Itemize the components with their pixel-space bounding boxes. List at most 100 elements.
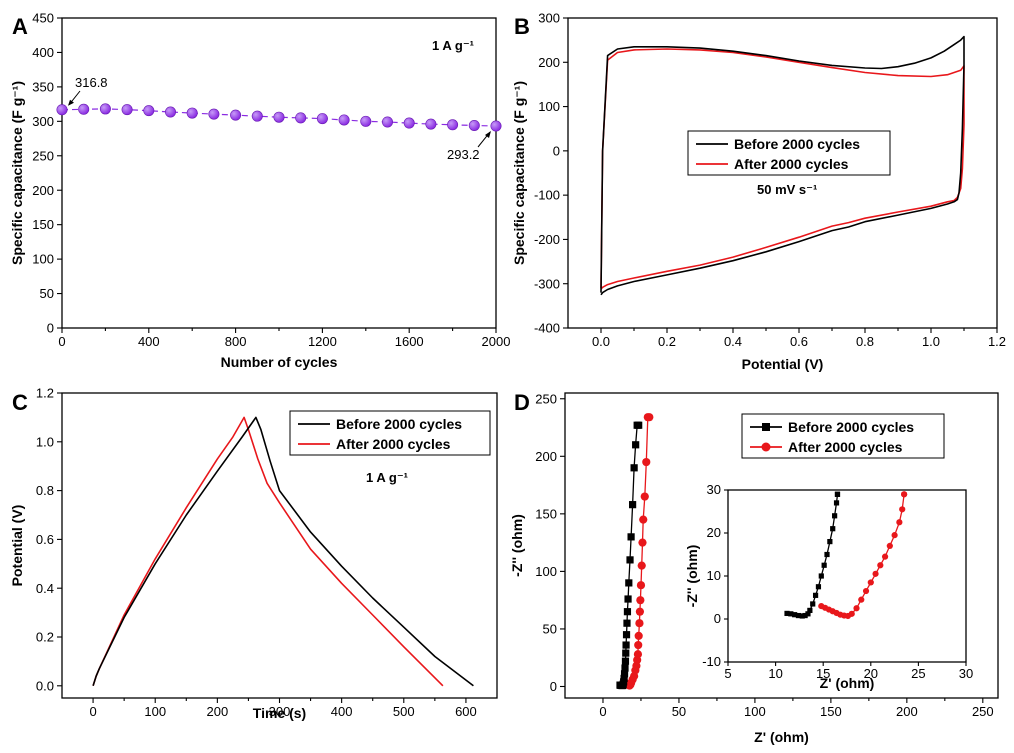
x-axis-label-C: Time (s): [253, 705, 306, 721]
nyquist-before-point: [632, 441, 640, 449]
annotation-current-density: 1 A g⁻¹: [366, 470, 408, 485]
x-tick-label-D: 150: [820, 704, 842, 719]
panel-B: 0.0 0.2 0.4 0.6 0.8 1.0 1.2 -400 -300 -200 -100 0 10…: [511, 11, 1006, 372]
y-tick-label-D: 0: [550, 679, 557, 694]
x-tick-label-D: 0: [599, 704, 606, 719]
inset-x-tick-label: 30: [959, 666, 973, 681]
data-point: [316, 113, 328, 125]
inset-before-point: [802, 612, 808, 619]
annotation-scan-rate: 50 mV s⁻¹: [757, 182, 817, 197]
legend-entry: After 2000 cycles: [336, 436, 451, 452]
y-tick-label-B: 100: [538, 99, 560, 114]
legend-entry: Before 2000 cycles: [336, 416, 462, 432]
nyquist-before-point: [627, 533, 635, 541]
y-tick-label-B: -300: [534, 276, 560, 291]
legend-entry: Before 2000 cycles: [788, 419, 914, 435]
nyquist-before-point: [623, 608, 632, 616]
axes-frame-D: [564, 392, 999, 699]
x-tick-label-A: 800: [225, 334, 247, 349]
legend-marker: [762, 423, 770, 431]
y-tick-label-A: 450: [32, 11, 54, 26]
data-point: [360, 115, 372, 127]
inset-before-point: [812, 592, 819, 598]
capacitance-line: [61, 108, 497, 127]
inset-before-point: [834, 491, 841, 497]
inset-after-point: [877, 562, 884, 569]
nyquist-before-point: [622, 649, 630, 657]
x-tick-label-D: 250: [972, 704, 994, 719]
inset-before-point: [807, 607, 813, 613]
inset-before-point: [824, 551, 830, 558]
x-tick-label-C: 300: [269, 704, 291, 719]
axes-frame-A: [61, 17, 497, 329]
arrow-head-initial: [68, 99, 74, 106]
x-tick-label-B: 1.0: [922, 334, 940, 349]
inset-after-point: [896, 519, 903, 526]
nyquist-before-point: [625, 579, 633, 587]
label-initial-value: 316.8: [75, 75, 108, 90]
inset-after-point: [886, 542, 893, 550]
nyquist-before-point: [620, 674, 628, 683]
inset-x-axis-label: Z' (ohm): [820, 675, 875, 691]
y-tick-label-D: 150: [535, 506, 557, 521]
data-point: [230, 109, 242, 121]
panel-A: 0 400 800 1200 1600 2000 0 50 100 150 200 250 300 350…: [9, 11, 510, 370]
legend-marker: [761, 442, 771, 452]
y-tick-label-D: 50: [543, 621, 557, 636]
y-tick-label-C: 1.2: [36, 386, 54, 401]
inset-x-tick-label: 20: [864, 666, 878, 681]
x-tick-label-C: 200: [207, 704, 229, 719]
inset-before-point: [795, 612, 802, 619]
inset-before-point: [784, 610, 790, 617]
x-tick-label-C: 500: [393, 704, 415, 719]
inset-before-point: [792, 612, 798, 618]
inset-after-point: [862, 587, 870, 595]
x-tick-label-A: 400: [138, 334, 160, 349]
y-tick-label-B: -200: [534, 232, 560, 247]
data-point: [251, 110, 263, 122]
inset-before-point: [810, 601, 816, 607]
data-point: [490, 120, 502, 132]
inset-y-tick-label: 20: [707, 525, 721, 540]
y-axis-label-B: Specific capacitance (F g⁻¹): [511, 81, 527, 265]
x-tick-label-C: 0: [89, 704, 96, 719]
data-point: [143, 105, 155, 117]
nyquist-after-point: [638, 538, 647, 547]
data-point: [208, 108, 220, 120]
inset-x-tick-label: 15: [816, 666, 830, 681]
y-tick-label-D: 250: [535, 391, 557, 406]
legend-box: [741, 413, 945, 459]
x-tick-label-A: 1200: [308, 334, 337, 349]
inset-before-point: [827, 539, 833, 545]
x-tick-label-A: 1600: [395, 334, 424, 349]
data-point: [99, 103, 111, 115]
y-tick-label-C: 0.0: [36, 678, 54, 693]
x-axis-label-A: Number of cycles: [221, 354, 338, 370]
inset-after-point: [872, 570, 879, 577]
y-tick-label-D: 200: [535, 449, 557, 464]
inset-before-point: [815, 584, 822, 590]
y-tick-label-B: 0: [553, 143, 560, 158]
inset-y-axis-label: -Z'' (ohm): [684, 545, 700, 608]
inset-after-point: [901, 491, 908, 498]
data-point: [403, 117, 415, 129]
data-point: [78, 103, 90, 115]
inset-after-point: [848, 610, 855, 617]
inset-before-point: [832, 513, 838, 519]
nyquist-before-point: [621, 664, 629, 672]
inset-before-point: [833, 500, 840, 506]
y-tick-label-B: 300: [538, 11, 560, 26]
panel-label-A: A: [12, 14, 28, 39]
label-final-value: 293.2: [447, 147, 480, 162]
inset-after-point: [891, 532, 898, 539]
y-tick-label-C: 0.6: [36, 532, 54, 547]
gcd-curve: [92, 416, 474, 687]
inset-before-point: [788, 611, 794, 617]
nyquist-before-point: [623, 619, 631, 627]
legend-entry: After 2000 cycles: [734, 156, 849, 172]
inset-after-point: [853, 605, 860, 612]
nyquist-after-point: [636, 581, 646, 590]
panel-label-B: B: [514, 14, 530, 39]
legend-entry: After 2000 cycles: [788, 439, 903, 455]
nyquist-after-point: [635, 607, 645, 616]
